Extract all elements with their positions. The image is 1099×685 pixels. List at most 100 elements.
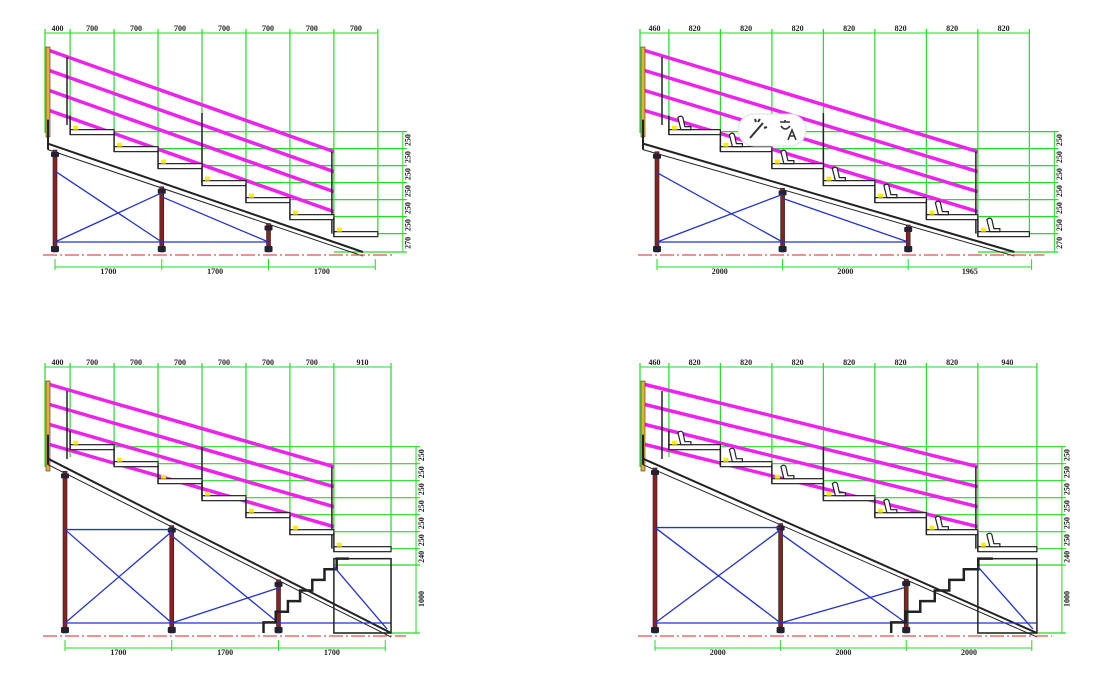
handrail	[642, 422, 979, 509]
top-dim-label: 820	[792, 358, 804, 367]
side-dim-label: 250	[417, 483, 426, 495]
top-dim-label: 700	[306, 24, 318, 33]
top-dim-label: 820	[843, 24, 855, 33]
beam	[642, 464, 1038, 638]
post	[62, 471, 68, 634]
tread	[668, 444, 721, 451]
handrail	[642, 68, 979, 174]
tread	[977, 546, 1038, 553]
post-cap	[264, 225, 273, 231]
side-dim-label: 270	[1055, 237, 1064, 249]
tread	[822, 180, 876, 187]
top-dim-label: 460	[648, 24, 660, 33]
post-cap	[776, 627, 785, 633]
handrail	[642, 108, 979, 214]
post-cap	[51, 152, 59, 158]
seat	[831, 481, 846, 497]
stand-drawing: 460 820 820 820 820 820 820 940 250 250 250 250 250 2…	[638, 358, 1072, 657]
tread	[289, 529, 335, 536]
top-dim-label: 820	[740, 358, 752, 367]
bracket	[877, 508, 883, 513]
side-dim-label: 250	[1055, 185, 1064, 197]
beam	[642, 457, 1038, 634]
tread	[157, 478, 203, 485]
side-dim-label: 250	[1063, 534, 1072, 546]
side-dim-label: 250	[404, 202, 413, 214]
post-cap	[778, 246, 787, 252]
bottom-dim-label: 1700	[217, 648, 233, 657]
rail-post	[45, 380, 51, 472]
bracket	[877, 193, 883, 198]
top-dim-label: 820	[895, 358, 907, 367]
side-dim-label: 250	[1063, 483, 1072, 495]
seat	[780, 149, 795, 165]
bottom-dim-label: 2000	[961, 648, 977, 657]
handrail	[47, 68, 335, 174]
handrail	[47, 422, 335, 509]
bracket	[929, 210, 935, 215]
bottom-dim-label: 1700	[324, 648, 340, 657]
top-dim-label: 940	[1001, 358, 1013, 367]
bracket	[248, 193, 254, 198]
tread	[925, 214, 979, 221]
bracket	[671, 440, 677, 445]
top-dim-label: 700	[218, 24, 230, 33]
top-dim-label: 700	[86, 24, 98, 33]
translate-icon[interactable]	[780, 120, 797, 141]
bottom-dim-label: 2000	[837, 267, 853, 276]
side-dim-label: 250	[417, 449, 426, 461]
post-cap	[61, 627, 69, 633]
side-dim-label: 250	[1055, 219, 1064, 231]
side-dim-label: 250	[1055, 168, 1064, 180]
post-cap	[51, 246, 59, 252]
side-dim-label: 250	[417, 500, 426, 512]
top-dim-label: 700	[262, 358, 274, 367]
post-cap	[904, 246, 913, 252]
bottom-dim-label: 1700	[100, 267, 116, 276]
bracket	[980, 227, 986, 232]
handrail	[642, 48, 979, 154]
top-dim-label: 820	[689, 24, 701, 33]
tread	[925, 529, 979, 536]
seat	[728, 447, 743, 463]
post-cap	[902, 581, 911, 587]
side-dim-label: 250	[417, 466, 426, 478]
side-dim-label: 250	[1063, 517, 1072, 529]
bracket	[723, 142, 729, 147]
post-cap	[653, 153, 661, 159]
post-cap	[904, 227, 913, 233]
brace	[171, 587, 279, 624]
beam	[47, 142, 364, 253]
side-dim-label: 240	[1063, 551, 1072, 563]
seat	[986, 532, 1001, 548]
top-dim-label: 700	[130, 24, 142, 33]
side-dim-label: 270	[404, 237, 413, 249]
bottom-dim-label: 1700	[110, 648, 126, 657]
top-dim-label: 700	[86, 358, 98, 367]
bottom-dim-label: 2000	[712, 267, 728, 276]
seat	[677, 115, 692, 131]
tread	[113, 146, 159, 153]
seat	[831, 166, 846, 182]
overlay-toolbar[interactable]	[737, 113, 807, 147]
top-dim-label: 700	[262, 24, 274, 33]
tread	[668, 129, 721, 136]
top-dim-label: 700	[174, 358, 186, 367]
bracket	[826, 176, 832, 181]
seat	[934, 200, 949, 216]
handrail	[47, 88, 335, 194]
brace	[656, 172, 783, 243]
bracket	[248, 508, 254, 513]
side-dim-label: 250	[1055, 134, 1064, 146]
brace	[171, 535, 279, 624]
seat	[934, 515, 949, 531]
side-dim-label: 250	[1063, 449, 1072, 461]
brace	[656, 193, 783, 243]
magic-icon[interactable]	[749, 118, 768, 139]
side-dim-label: 250	[417, 517, 426, 529]
post-cap	[61, 473, 69, 479]
top-dim-label: 820	[998, 24, 1010, 33]
brace	[780, 533, 907, 624]
top-dim-label: 700	[174, 24, 186, 33]
handrail	[47, 108, 335, 214]
